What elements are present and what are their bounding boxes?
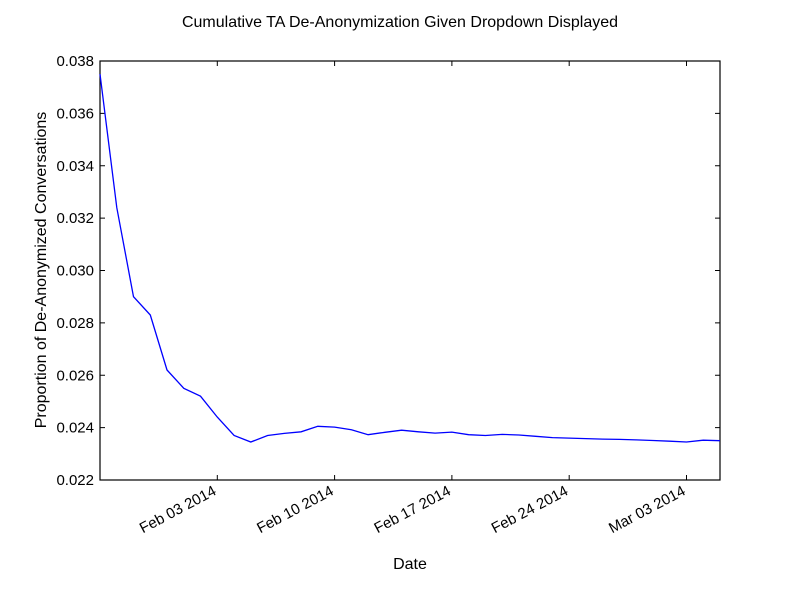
y-tick-label: 0.030 xyxy=(56,263,94,280)
y-tick-label: 0.022 xyxy=(56,472,94,489)
y-tick-label: 0.028 xyxy=(56,315,94,332)
chart-title: Cumulative TA De-Anonymization Given Dro… xyxy=(182,14,618,31)
y-tick-label: 0.036 xyxy=(56,105,94,122)
y-tick-label: 0.032 xyxy=(56,210,94,227)
y-tick-label: 0.026 xyxy=(56,367,94,384)
y-axis-label: Proportion of De-Anonymized Conversation… xyxy=(33,112,50,429)
y-tick-label: 0.024 xyxy=(56,420,94,437)
y-axis: 0.022 0.024 0.026 0.028 0.030 0.032 0.034 0.036… xyxy=(56,53,720,489)
y-tick-label: 0.034 xyxy=(56,158,94,175)
x-axis-label: Date xyxy=(393,556,427,573)
series-layer xyxy=(99,74,721,443)
y-tick-label: 0.038 xyxy=(56,53,94,70)
series-line xyxy=(99,74,721,443)
